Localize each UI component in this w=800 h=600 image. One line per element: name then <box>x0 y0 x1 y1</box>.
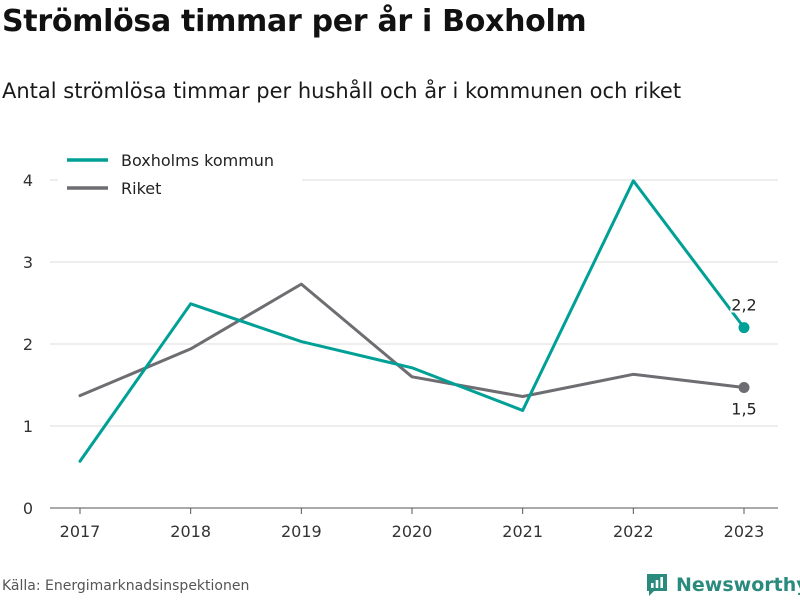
x-tick-label: 2021 <box>502 522 543 541</box>
chart-title: Strömlösa timmar per år i Boxholm <box>2 4 587 39</box>
line-chart: 0 1 2 3 4 2017 2018 2019 2020 2021 2022 2023 2,2 1,5 B… <box>23 150 778 541</box>
end-point-marker <box>738 322 750 334</box>
end-value-label: 1,5 <box>731 399 756 418</box>
y-tick-label: 1 <box>23 417 33 436</box>
end-point-marker <box>738 381 750 393</box>
legend-label: Riket <box>121 179 161 198</box>
y-tick-label: 2 <box>23 335 33 354</box>
series-line <box>78 179 746 463</box>
x-tick-label: 2019 <box>281 522 322 541</box>
y-tick-label: 4 <box>23 171 33 190</box>
x-tick-label: 2018 <box>170 522 211 541</box>
y-tick-label: 3 <box>23 253 33 272</box>
x-tick-label: 2017 <box>60 522 101 541</box>
source-note: Källa: Energimarknadsinspektionen <box>2 578 250 594</box>
end-value-label: 2,2 <box>731 296 756 315</box>
x-tick-label: 2022 <box>613 522 654 541</box>
y-tick-label: 0 <box>23 499 33 518</box>
newsworthy-logo-icon <box>647 574 667 596</box>
series-line <box>78 282 746 398</box>
legend-label: Boxholms kommun <box>121 151 274 170</box>
brand-logo[interactable]: Newsworthy <box>645 570 800 600</box>
brand-name: Newsworthy <box>676 574 800 596</box>
x-tick-label: 2023 <box>724 522 765 541</box>
x-tick-label: 2020 <box>392 522 433 541</box>
chart-subtitle: Antal strömlösa timmar per hushåll och å… <box>2 79 682 103</box>
